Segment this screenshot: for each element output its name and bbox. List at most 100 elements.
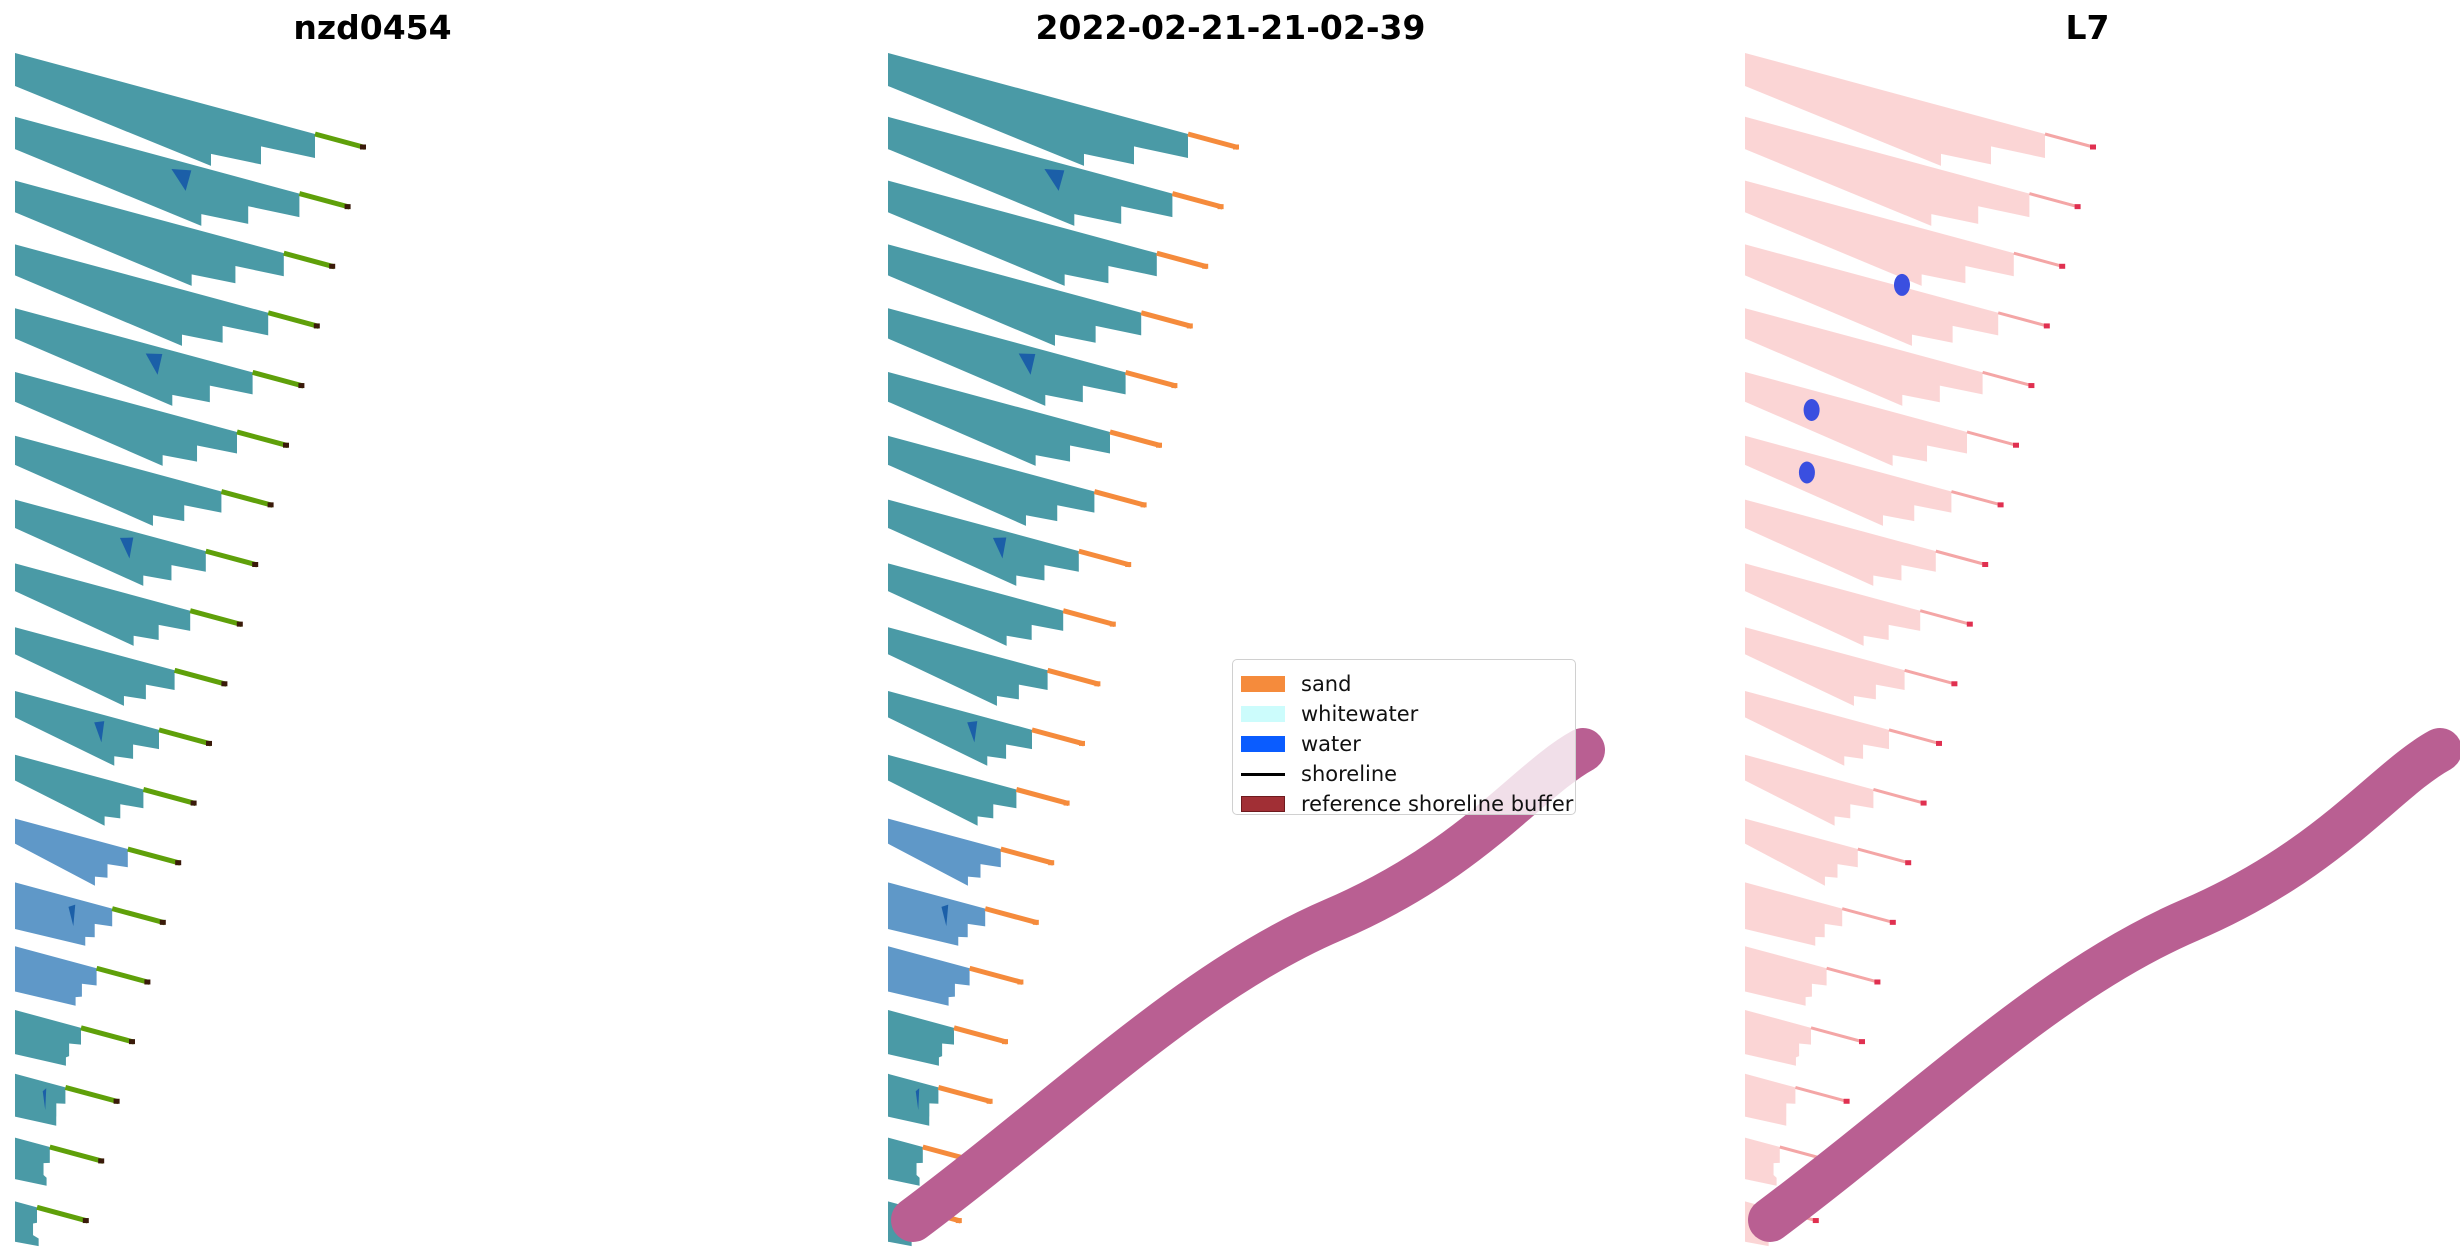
transect-image-strip	[15, 754, 144, 826]
transect-line	[968, 965, 1024, 985]
transect-line	[1982, 370, 2034, 388]
water-patch	[1803, 398, 1820, 421]
transect-image-strip	[1745, 882, 1843, 946]
sand-swatch-icon	[1241, 676, 1285, 692]
reference-shoreline-buffer	[891, 728, 1605, 1242]
transect-end-marker	[1202, 263, 1209, 269]
transect-line	[937, 1084, 993, 1105]
transect-image-strip	[888, 1137, 923, 1186]
transect-line	[1873, 788, 1926, 806]
transect-image-strip	[15, 180, 284, 286]
transect-image-strip	[1745, 691, 1889, 766]
transect-line	[1951, 490, 2003, 507]
transect-end-marker	[206, 740, 212, 746]
transect-end-marker	[1094, 681, 1101, 687]
water-patch	[1044, 169, 1065, 191]
transect-end-marker	[1982, 561, 1989, 567]
legend-item-whitewater: whitewater	[1241, 699, 1575, 729]
transect-end-marker	[190, 800, 197, 806]
transect-image-strip	[15, 116, 300, 226]
transect-image-strip	[1745, 754, 1874, 826]
transect-line	[1826, 966, 1880, 984]
transect-image-strip	[888, 308, 1126, 406]
transect-end-marker	[267, 502, 274, 508]
transect-end-marker	[1233, 144, 1239, 150]
transect-image-strip	[888, 372, 1110, 466]
classified-image-panel	[888, 53, 1605, 1247]
transect-line	[36, 1204, 89, 1224]
legend-item-shoreline: shoreline	[1241, 759, 1575, 789]
transect-image-strip	[15, 1137, 50, 1186]
transect-line	[1904, 668, 1957, 686]
transect-image-strip	[15, 53, 315, 166]
transect-end-marker	[1186, 323, 1193, 329]
water-patch	[42, 1088, 47, 1110]
water-swatch-icon	[1241, 736, 1285, 752]
transect-line	[283, 250, 335, 270]
transect-end-marker	[344, 204, 351, 210]
transect-image-strip	[888, 435, 1095, 526]
transect-image-strip	[888, 563, 1064, 646]
transect-image-strip	[888, 499, 1079, 586]
transect-image-strip	[15, 435, 222, 526]
transect-line	[1795, 1085, 1849, 1104]
legend-label: reference shoreline buffer	[1301, 792, 1574, 816]
transect-end-marker	[2090, 144, 2096, 150]
transect-end-marker	[236, 621, 243, 627]
transect-line	[1187, 131, 1239, 150]
transect-end-marker	[252, 561, 259, 567]
water-patch	[992, 537, 1007, 559]
transect-end-marker	[1966, 621, 1973, 627]
transect-line	[95, 965, 151, 985]
rgb-image-panel	[15, 53, 366, 1247]
transect-image-strip	[888, 1010, 954, 1066]
transect-image-strip	[888, 53, 1188, 166]
transect-image-strip	[888, 1073, 939, 1126]
water-patch	[145, 353, 163, 375]
transect-image-strip	[888, 754, 1017, 826]
transect-image-strip	[15, 563, 191, 646]
water-patch	[171, 169, 192, 191]
transect-end-marker	[1032, 919, 1039, 925]
transect-end-marker	[1859, 1039, 1865, 1045]
transect-image-strip	[1745, 180, 2014, 286]
whitewater-swatch-icon	[1241, 706, 1285, 722]
transect-end-marker	[1048, 860, 1055, 866]
transect-end-marker	[159, 919, 166, 925]
transect-image-strip	[1745, 1073, 1796, 1126]
legend-item-sand: sand	[1241, 669, 1575, 699]
transect-image-strip	[15, 818, 128, 886]
transect-image-strip	[888, 244, 1142, 346]
transect-image-strip	[15, 244, 269, 346]
transect-image-strip	[15, 1010, 81, 1066]
transect-end-marker	[129, 1039, 135, 1045]
legend: sand whitewater water shoreline referenc…	[1232, 659, 1576, 816]
transect-image-strip	[1745, 116, 2030, 226]
water-patch	[967, 721, 978, 743]
transect-line	[64, 1084, 120, 1105]
transect-image-strip	[1745, 627, 1905, 706]
water-patch	[915, 1088, 920, 1110]
water-patch	[1798, 461, 1815, 484]
transect-image-strip	[1745, 818, 1858, 886]
transect-image-strip	[1745, 946, 1827, 1006]
transect-end-marker	[113, 1098, 120, 1104]
water-patch	[1893, 273, 1910, 296]
transect-line	[1109, 429, 1162, 449]
transect-line	[251, 369, 305, 389]
transect-line	[1031, 727, 1085, 747]
transect-line	[1046, 667, 1101, 687]
transect-line	[1062, 608, 1116, 628]
transect-line	[1078, 548, 1131, 568]
legend-label: water	[1301, 732, 1361, 756]
transect-end-marker	[1217, 204, 1224, 210]
transect-end-marker	[1063, 800, 1070, 806]
transect-line	[314, 131, 366, 150]
transect-end-marker	[329, 263, 336, 269]
transect-line	[220, 489, 274, 508]
transect-image-strip	[15, 691, 159, 766]
transect-line	[2013, 251, 2065, 269]
transect-line	[1997, 311, 2050, 328]
water-patch	[68, 904, 76, 927]
transect-end-marker	[221, 681, 228, 687]
